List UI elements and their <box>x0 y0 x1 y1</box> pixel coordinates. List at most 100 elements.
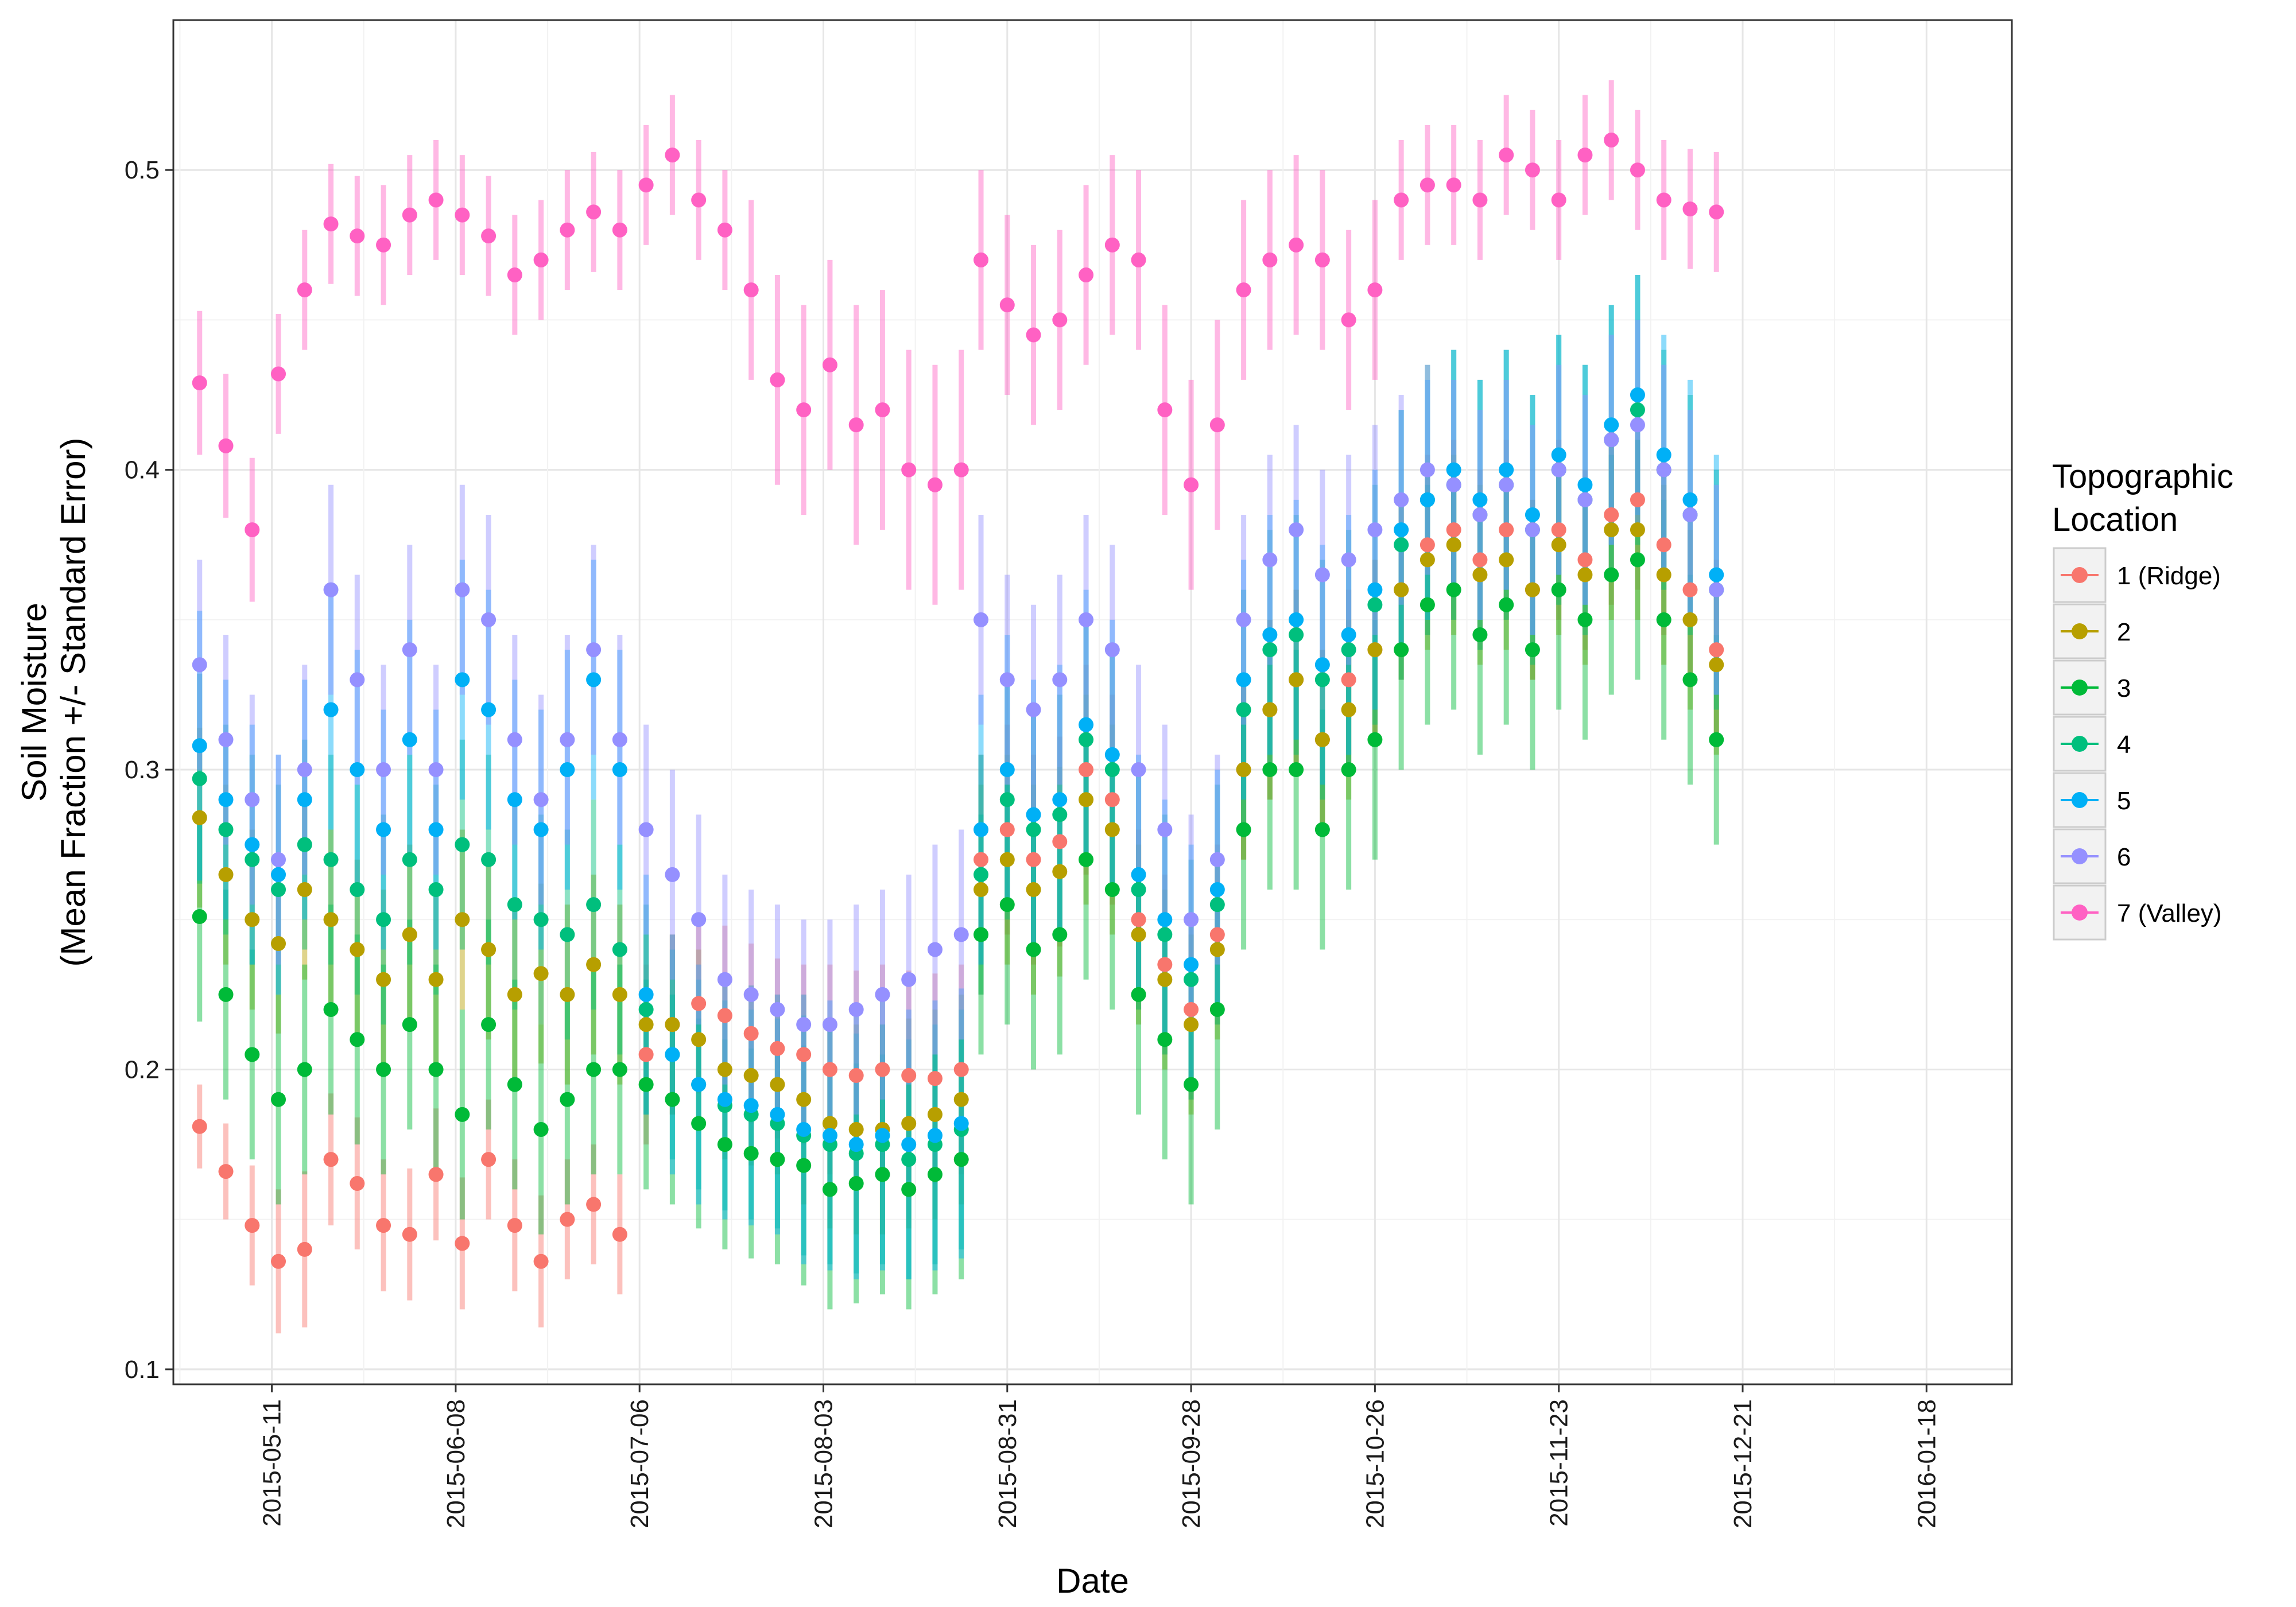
y-tick-label: 0.2 <box>125 1055 160 1084</box>
data-point <box>638 1002 654 1017</box>
data-point <box>1184 1077 1199 1092</box>
data-point <box>927 1107 943 1122</box>
data-point <box>1656 192 1671 208</box>
data-point <box>1209 942 1225 957</box>
data-point <box>1157 402 1173 418</box>
data-point <box>953 1152 969 1167</box>
data-point <box>1630 402 1645 418</box>
data-point <box>743 987 759 1002</box>
data-point <box>428 762 444 778</box>
x-tick-label: 2015-09-28 <box>1177 1399 1205 1528</box>
data-point <box>402 642 417 658</box>
data-point <box>1184 972 1199 987</box>
data-point <box>218 438 234 453</box>
legend-key-point <box>2072 623 2088 639</box>
data-point <box>1289 612 1304 627</box>
legend-label: 4 <box>2117 731 2131 759</box>
data-point <box>1709 657 1724 673</box>
data-point <box>271 867 286 882</box>
data-point <box>1052 864 1068 879</box>
data-point <box>533 1121 549 1137</box>
data-points <box>192 132 1724 1269</box>
data-point <box>245 837 260 852</box>
data-point <box>1341 312 1356 328</box>
data-point <box>717 972 732 987</box>
y-tick-label: 0.5 <box>125 156 160 184</box>
x-tick-label: 2015-08-03 <box>809 1399 837 1528</box>
data-point <box>796 1121 812 1137</box>
data-point <box>1367 732 1383 747</box>
data-point <box>1026 942 1041 957</box>
data-point <box>1394 192 1409 208</box>
data-point <box>1104 792 1120 808</box>
data-point <box>297 882 312 898</box>
data-point <box>1131 252 1146 267</box>
data-point <box>1604 417 1619 433</box>
legend-item: 4 <box>2053 716 2131 772</box>
data-point <box>1630 522 1645 538</box>
data-point <box>1446 177 1461 193</box>
data-point <box>245 1047 260 1062</box>
data-point <box>1656 537 1671 553</box>
data-point <box>901 1182 917 1197</box>
data-point <box>1709 642 1724 658</box>
data-point <box>560 987 575 1002</box>
data-point <box>665 867 680 882</box>
data-point <box>1420 492 1435 507</box>
data-point <box>455 912 470 927</box>
data-point <box>1236 762 1251 778</box>
data-point <box>1709 732 1724 747</box>
data-point <box>1341 702 1356 717</box>
data-point <box>1079 717 1094 732</box>
data-point <box>350 762 365 778</box>
data-point <box>1604 522 1619 538</box>
data-point <box>1341 642 1356 658</box>
data-point <box>1026 882 1041 898</box>
data-point <box>218 732 234 747</box>
data-point <box>999 852 1015 867</box>
data-point <box>638 1017 654 1032</box>
x-axis-title: Date <box>1056 1562 1129 1600</box>
data-point <box>192 771 207 786</box>
data-point <box>743 1068 759 1083</box>
data-point <box>1079 762 1094 778</box>
data-point <box>245 912 260 927</box>
legend-item: 1 (Ridge) <box>2053 547 2221 603</box>
data-point <box>192 909 207 925</box>
data-point <box>1184 477 1199 492</box>
data-point <box>1656 612 1671 627</box>
data-point <box>1131 762 1146 778</box>
data-point <box>1420 597 1435 612</box>
x-tick-label: 2015-11-23 <box>1545 1399 1573 1527</box>
data-point <box>481 852 497 867</box>
x-tick-label: 2015-08-31 <box>994 1399 1022 1528</box>
data-point <box>1131 987 1146 1002</box>
data-point <box>1026 327 1041 343</box>
legend-item: 2 <box>2053 603 2131 659</box>
data-point <box>323 852 339 867</box>
data-point <box>665 1092 680 1107</box>
data-point <box>1262 627 1278 642</box>
data-point <box>1052 792 1068 808</box>
data-point <box>1367 642 1383 658</box>
data-point <box>743 282 759 298</box>
plot-background <box>173 20 2012 1384</box>
data-point <box>218 1164 234 1179</box>
data-point <box>1630 417 1645 433</box>
data-point <box>1157 957 1173 972</box>
data-point <box>1289 522 1304 538</box>
data-point <box>612 987 627 1002</box>
data-point <box>1499 147 1514 163</box>
data-point <box>1314 822 1330 837</box>
legend-item: 5 <box>2053 772 2131 828</box>
data-point <box>1499 522 1514 538</box>
data-point <box>507 267 522 283</box>
y-axis: 0.1 0.2 0.3 0.4 0.5 <box>125 156 173 1384</box>
data-point <box>192 810 207 825</box>
data-point <box>1236 822 1251 837</box>
data-point <box>560 762 575 778</box>
data-point <box>297 1062 312 1077</box>
data-point <box>1314 657 1330 673</box>
data-point <box>428 1167 444 1182</box>
data-point <box>560 1092 575 1107</box>
